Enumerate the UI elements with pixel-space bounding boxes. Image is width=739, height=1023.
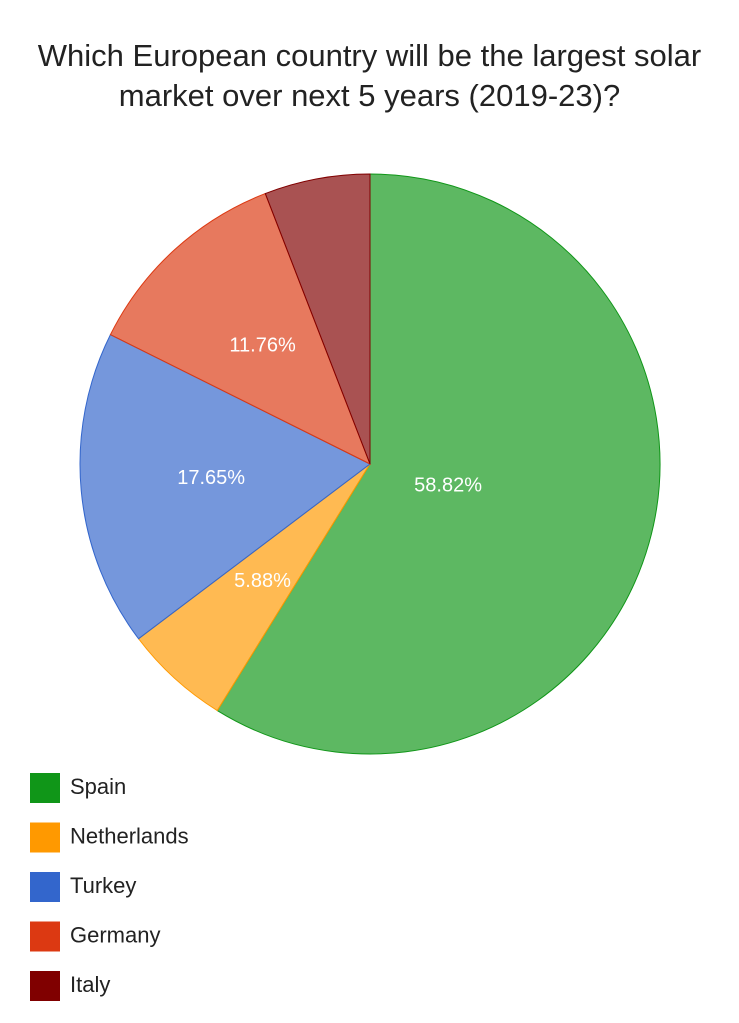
pie-slice xyxy=(79,333,371,640)
legend-label: Netherlands xyxy=(70,823,189,848)
value-label: 11.76% xyxy=(229,334,296,356)
legend-swatch xyxy=(30,773,60,803)
legend-label: Spain xyxy=(70,774,126,799)
legend-swatch xyxy=(30,971,60,1001)
pie-slice xyxy=(216,173,661,755)
legend-label: Germany xyxy=(70,922,160,947)
pie-slice xyxy=(264,173,371,465)
chart-title: Which European country will be the large… xyxy=(37,38,702,113)
legend-swatch xyxy=(30,872,60,902)
legend-swatch xyxy=(30,921,60,952)
legend-label: Turkey xyxy=(70,873,136,898)
value-label: 17.65% xyxy=(177,467,245,489)
value-label: 5.88% xyxy=(234,570,291,592)
legend-swatch xyxy=(30,822,60,853)
legend-label: Italy xyxy=(70,972,110,997)
value-label: 58.82% xyxy=(414,475,482,497)
pie-slice xyxy=(109,192,371,466)
